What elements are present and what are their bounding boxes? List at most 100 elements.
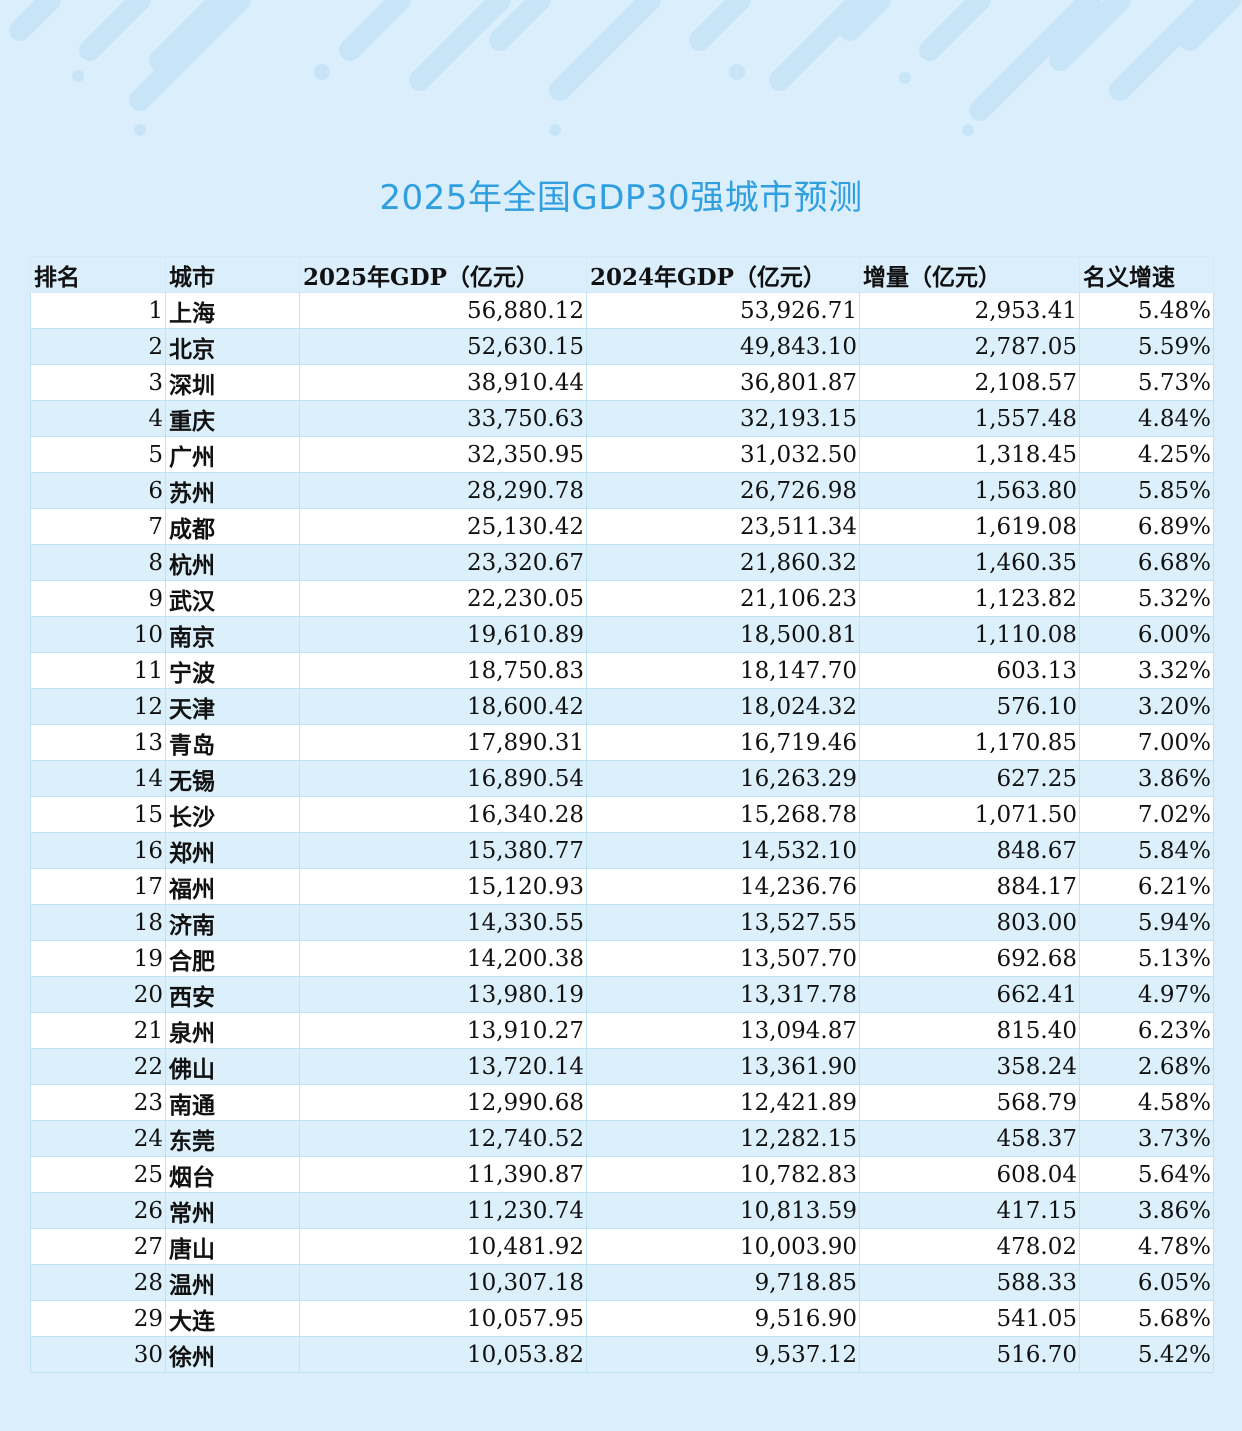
increase-cell: 458.37 <box>859 1120 1080 1157</box>
table-row: 21 泉州 13,910.27 13,094.87 815.40 6.23% <box>30 1012 1214 1049</box>
gdp-2024-cell: 12,421.89 <box>586 1084 860 1121</box>
gdp-2024-cell: 12,282.15 <box>586 1120 860 1157</box>
growth-cell: 5.73% <box>1079 364 1214 401</box>
rank-cell: 15 <box>30 796 166 833</box>
background-decoration <box>9 0 1241 136</box>
gdp-2024-cell: 9,516.90 <box>586 1300 860 1337</box>
increase-cell: 815.40 <box>859 1012 1080 1049</box>
gdp-2025-cell: 15,120.93 <box>299 868 587 905</box>
gdp-2024-cell: 14,532.10 <box>586 832 860 869</box>
rank-cell: 17 <box>30 868 166 905</box>
rank-cell: 20 <box>30 976 166 1013</box>
growth-cell: 5.64% <box>1079 1156 1214 1193</box>
table-row: 14 无锡 16,890.54 16,263.29 627.25 3.86% <box>30 760 1214 797</box>
growth-cell: 4.84% <box>1079 400 1214 437</box>
gdp-2024-cell: 15,268.78 <box>586 796 860 833</box>
city-cell: 重庆 <box>165 400 300 437</box>
city-cell: 西安 <box>165 976 300 1013</box>
increase-cell: 576.10 <box>859 688 1080 725</box>
table-row: 17 福州 15,120.93 14,236.76 884.17 6.21% <box>30 868 1214 905</box>
increase-cell: 417.15 <box>859 1192 1080 1229</box>
rank-cell: 2 <box>30 328 166 365</box>
table-row: 1 上海 56,880.12 53,926.71 2,953.41 5.48% <box>30 292 1214 329</box>
growth-cell: 3.32% <box>1079 652 1214 689</box>
growth-cell: 6.00% <box>1079 616 1214 653</box>
rank-cell: 6 <box>30 472 166 509</box>
table-row: 5 广州 32,350.95 31,032.50 1,318.45 4.25% <box>30 436 1214 473</box>
table-row: 26 常州 11,230.74 10,813.59 417.15 3.86% <box>30 1192 1214 1229</box>
growth-cell: 6.89% <box>1079 508 1214 545</box>
increase-cell: 2,953.41 <box>859 292 1080 329</box>
city-cell: 广州 <box>165 436 300 473</box>
gdp-2025-cell: 10,057.95 <box>299 1300 587 1337</box>
gdp-2024-cell: 10,003.90 <box>586 1228 860 1265</box>
table-row: 8 杭州 23,320.67 21,860.32 1,460.35 6.68% <box>30 544 1214 581</box>
city-cell: 合肥 <box>165 940 300 977</box>
city-cell: 成都 <box>165 508 300 545</box>
rank-cell: 14 <box>30 760 166 797</box>
growth-cell: 3.86% <box>1079 760 1214 797</box>
gdp-2024-cell: 49,843.10 <box>586 328 860 365</box>
increase-cell: 848.67 <box>859 832 1080 869</box>
city-cell: 上海 <box>165 292 300 329</box>
city-cell: 武汉 <box>165 580 300 617</box>
growth-cell: 4.58% <box>1079 1084 1214 1121</box>
rank-cell: 12 <box>30 688 166 725</box>
gdp-2025-cell: 11,390.87 <box>299 1156 587 1193</box>
increase-cell: 627.25 <box>859 760 1080 797</box>
gdp-2025-cell: 14,330.55 <box>299 904 587 941</box>
gdp-2024-cell: 21,860.32 <box>586 544 860 581</box>
gdp-2025-cell: 16,340.28 <box>299 796 587 833</box>
gdp-2024-cell: 32,193.15 <box>586 400 860 437</box>
gdp-2025-cell: 13,980.19 <box>299 976 587 1013</box>
table-row: 6 苏州 28,290.78 26,726.98 1,563.80 5.85% <box>30 472 1214 509</box>
table-row: 4 重庆 33,750.63 32,193.15 1,557.48 4.84% <box>30 400 1214 437</box>
increase-cell: 1,557.48 <box>859 400 1080 437</box>
rank-cell: 28 <box>30 1264 166 1301</box>
gdp-2025-cell: 10,481.92 <box>299 1228 587 1265</box>
gdp-2025-cell: 15,380.77 <box>299 832 587 869</box>
gdp-2025-cell: 10,307.18 <box>299 1264 587 1301</box>
city-cell: 天津 <box>165 688 300 725</box>
increase-cell: 692.68 <box>859 940 1080 977</box>
table-row: 9 武汉 22,230.05 21,106.23 1,123.82 5.32% <box>30 580 1214 617</box>
growth-cell: 5.42% <box>1079 1336 1214 1373</box>
growth-cell: 6.23% <box>1079 1012 1214 1049</box>
growth-cell: 5.13% <box>1079 940 1214 977</box>
city-cell: 长沙 <box>165 796 300 833</box>
table-row: 23 南通 12,990.68 12,421.89 568.79 4.58% <box>30 1084 1214 1121</box>
increase-cell: 603.13 <box>859 652 1080 689</box>
gdp-2024-cell: 26,726.98 <box>586 472 860 509</box>
col-rank-header: 排名 <box>30 256 166 293</box>
rank-cell: 10 <box>30 616 166 653</box>
gdp-2024-cell: 53,926.71 <box>586 292 860 329</box>
city-cell: 常州 <box>165 1192 300 1229</box>
city-cell: 烟台 <box>165 1156 300 1193</box>
city-cell: 佛山 <box>165 1048 300 1085</box>
growth-cell: 5.94% <box>1079 904 1214 941</box>
table-row: 27 唐山 10,481.92 10,003.90 478.02 4.78% <box>30 1228 1214 1265</box>
city-cell: 青岛 <box>165 724 300 761</box>
gdp-2025-cell: 10,053.82 <box>299 1336 587 1373</box>
rank-cell: 30 <box>30 1336 166 1373</box>
gdp-2025-cell: 23,320.67 <box>299 544 587 581</box>
rank-cell: 25 <box>30 1156 166 1193</box>
growth-cell: 4.78% <box>1079 1228 1214 1265</box>
rank-cell: 18 <box>30 904 166 941</box>
growth-cell: 5.84% <box>1079 832 1214 869</box>
rank-cell: 27 <box>30 1228 166 1265</box>
gdp-2025-cell: 28,290.78 <box>299 472 587 509</box>
gdp-2024-cell: 13,527.55 <box>586 904 860 941</box>
rank-cell: 1 <box>30 292 166 329</box>
table-row: 12 天津 18,600.42 18,024.32 576.10 3.20% <box>30 688 1214 725</box>
rank-cell: 23 <box>30 1084 166 1121</box>
growth-cell: 3.73% <box>1079 1120 1214 1157</box>
growth-cell: 5.68% <box>1079 1300 1214 1337</box>
city-cell: 宁波 <box>165 652 300 689</box>
gdp-2025-cell: 32,350.95 <box>299 436 587 473</box>
table-row: 18 济南 14,330.55 13,527.55 803.00 5.94% <box>30 904 1214 941</box>
gdp-2025-cell: 16,890.54 <box>299 760 587 797</box>
growth-cell: 5.59% <box>1079 328 1214 365</box>
gdp-2024-cell: 9,718.85 <box>586 1264 860 1301</box>
table-row: 16 郑州 15,380.77 14,532.10 848.67 5.84% <box>30 832 1214 869</box>
